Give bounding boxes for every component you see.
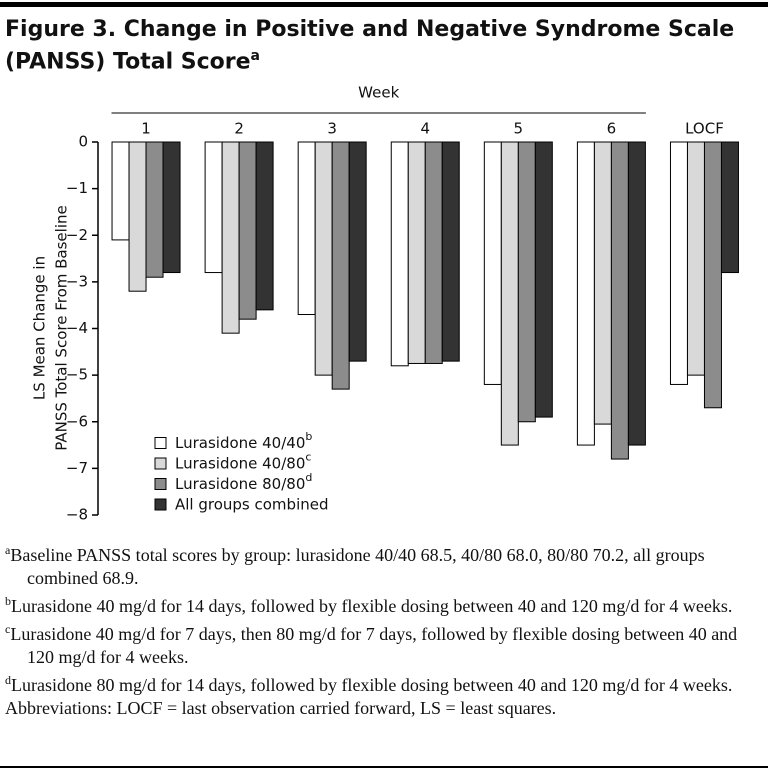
legend-label: All groups combined [175,495,329,513]
bar [500,141,519,446]
footnote-text: Lurasidone 40 mg/d for 7 days, then 80 m… [10,624,738,667]
bar [238,141,257,320]
footnotes: aBaseline PANSS total scores by group: l… [5,539,750,720]
x-tick-label: 4 [420,120,430,138]
footnote-text: Lurasidone 40 mg/d for 14 days, followed… [11,596,733,616]
group-label: Week [358,84,399,102]
bar [145,141,164,278]
bar [221,141,240,334]
title-text: Figure 3. Change in Positive and Negativ… [5,17,735,75]
bar [720,141,739,274]
x-tick-label: 6 [607,120,617,138]
x-tick-label: 5 [514,120,524,138]
chart-title: Figure 3. Change in Positive and Negativ… [5,16,745,75]
legend-superscript: c [305,451,311,464]
legend-entry: Lurasidone 40/40b [175,430,312,452]
bar [686,141,705,376]
bar [204,141,223,274]
bar [297,141,316,316]
bar [314,141,333,376]
bottom-rule [0,766,768,768]
footnote: dLurasidone 80 mg/d for 14 days, followe… [5,669,750,697]
y-tick-label: −4 [66,319,88,337]
title-superscript: a [250,48,260,64]
legend-label: Lurasidone 80/80 [175,475,305,493]
footnote-text: Baseline PANSS total scores by group: lu… [10,545,705,588]
footnote-mark: d [5,673,11,687]
x-tick-label: 2 [234,120,244,138]
legend-superscript: d [305,471,312,484]
bar [610,141,629,460]
x-tick-label: 3 [327,120,337,138]
y-tick-label: −2 [66,226,88,244]
legend-entry: Lurasidone 80/80d [175,471,312,493]
y-tick-label: −1 [66,179,88,197]
bar [162,141,181,274]
bar [407,141,426,364]
y-axis-label: PANSS Total Score From Baseline [53,205,71,451]
legend-superscript: b [305,430,312,443]
bar [128,141,147,292]
y-axis-label: LS Mean Change in [31,256,49,400]
bar [424,141,443,364]
legend-entry: All groups combined [175,495,329,513]
y-tick-label: −7 [66,459,88,477]
y-tick-label: −6 [66,412,88,430]
footnote: aBaseline PANSS total scores by group: l… [5,539,750,590]
bar [576,141,595,446]
x-tick-label: LOCF [685,120,724,138]
footnote-mark: b [5,594,11,608]
bar [390,141,409,367]
y-tick-label: −8 [66,506,88,524]
bar [669,141,688,385]
bar [348,141,367,362]
bar [441,141,460,362]
footnote-text: Abbreviations: LOCF = last observation c… [5,698,557,718]
top-rule [0,2,768,7]
footnote: cLurasidone 40 mg/d for 7 days, then 80 … [5,618,750,669]
bar [111,141,130,241]
bar [534,141,553,418]
bar [627,141,646,446]
bar [331,141,350,390]
y-tick-label: −5 [66,366,88,384]
legend-swatch [154,457,167,470]
bar [517,141,536,423]
y-tick-label: −3 [66,272,88,290]
footnote: Abbreviations: LOCF = last observation c… [5,697,750,720]
bar [593,141,612,425]
legend-swatch [154,437,167,449]
footnote-text: Lurasidone 80 mg/d for 14 days, followed… [11,675,733,695]
footnote: bLurasidone 40 mg/d for 14 days, followe… [5,590,750,618]
bar [255,141,274,311]
legend-entry: Lurasidone 40/80c [175,451,311,473]
legend-label: Lurasidone 40/80 [175,454,305,472]
legend-swatch [154,498,167,511]
legend-label: Lurasidone 40/40 [175,434,305,452]
x-tick-label: 1 [141,120,151,138]
legend-swatch [154,478,167,490]
y-tick-label: 0 [78,133,88,151]
footnote-mark: c [5,622,11,636]
bar [483,141,502,385]
bar [703,141,722,409]
chart: 0 −1 −2 −3 −4 −5 −6 −7 −8 LS Mean Change in PANSS … [31,84,739,524]
footnote-mark: a [5,543,11,557]
